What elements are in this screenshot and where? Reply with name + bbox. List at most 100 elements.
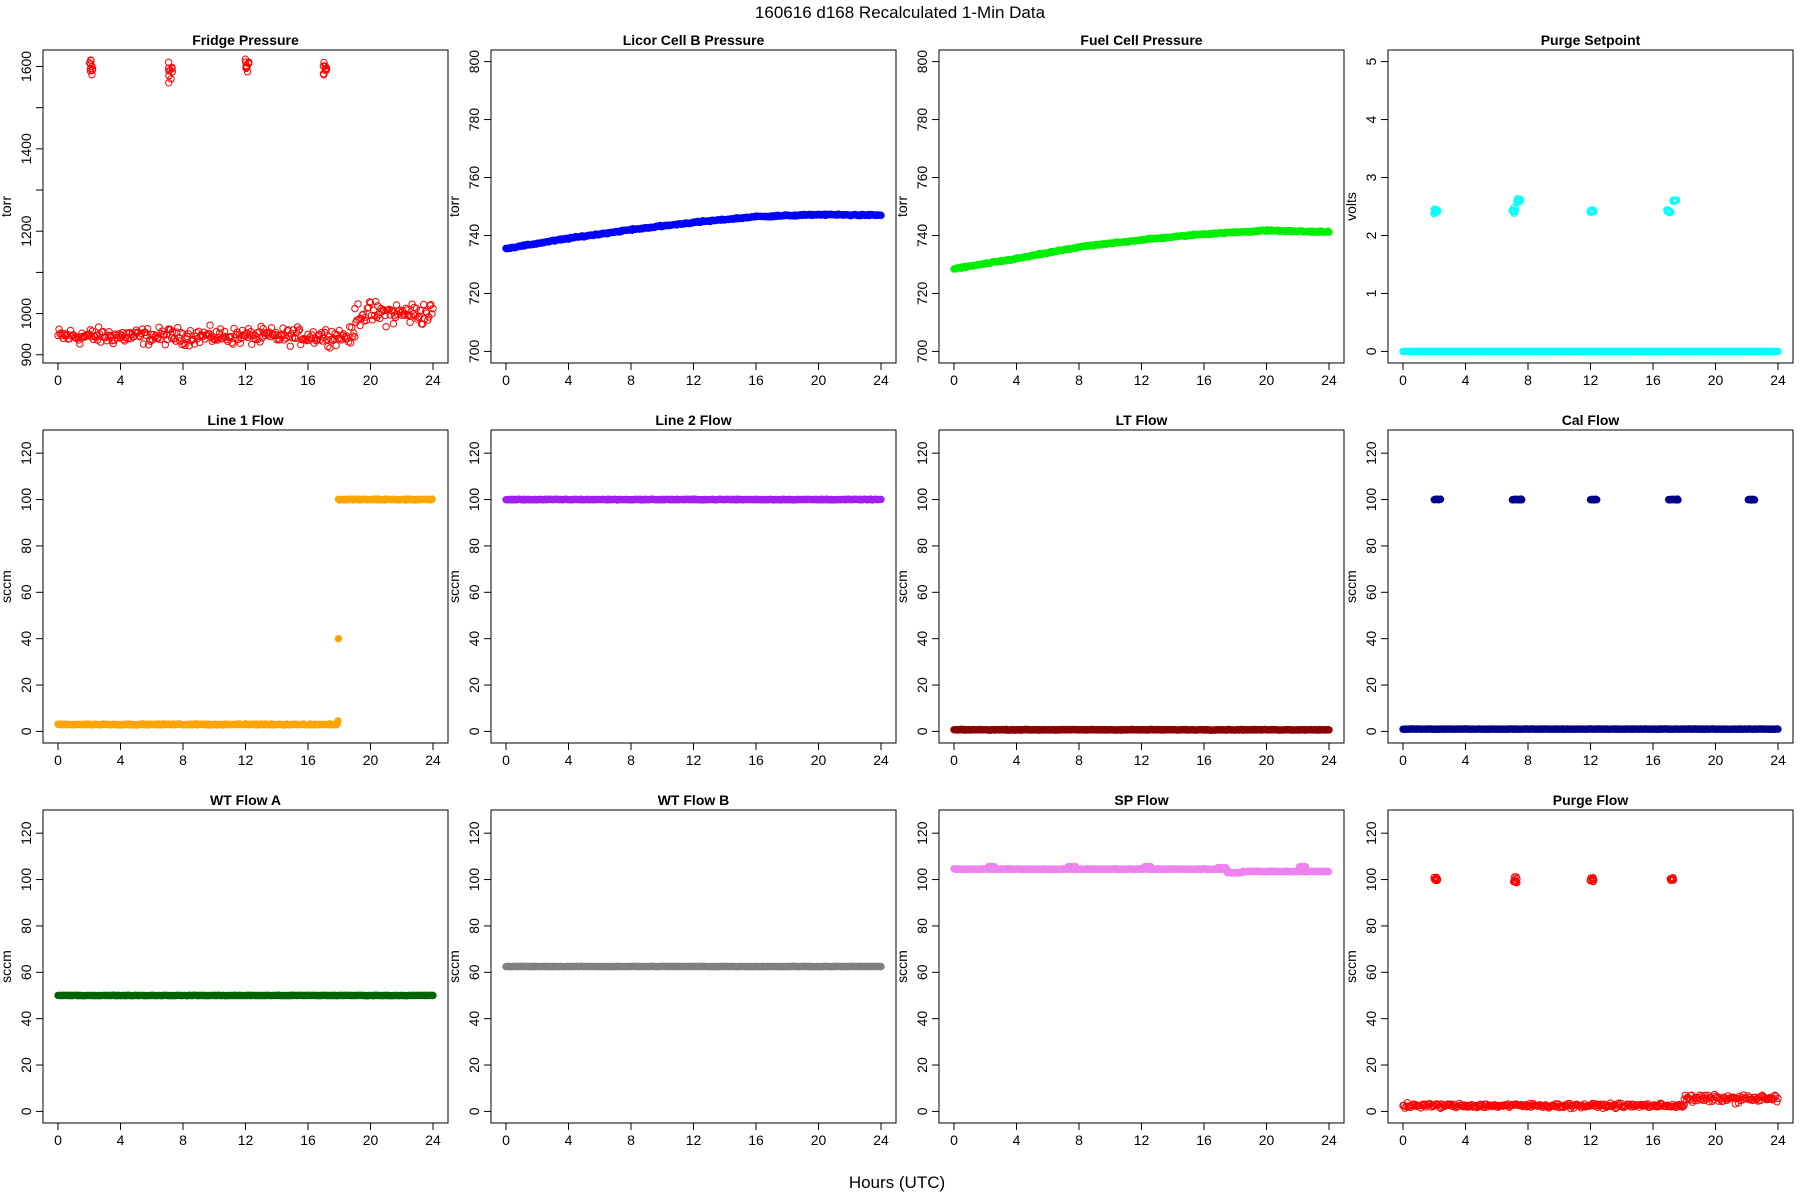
y-tick-label: 720 (466, 282, 482, 306)
panel-title: Line 2 Flow (655, 412, 731, 428)
plot-frame (938, 809, 1345, 1124)
y-tick-label: 720 (914, 282, 930, 306)
x-tick-label: 12 (1134, 1132, 1150, 1148)
data-point (181, 341, 189, 350)
y-tick-label: 40 (466, 1011, 482, 1027)
data-point (390, 311, 399, 320)
x-tick-label: 4 (1462, 752, 1470, 768)
x-tick-label: 24 (873, 1132, 889, 1148)
data-point (86, 326, 94, 334)
y-axis-label: sccm (894, 570, 910, 603)
x-tick-label: 0 (950, 752, 958, 768)
x-tick-label: 12 (686, 372, 702, 388)
y-tick-label: 100 (1363, 488, 1379, 512)
x-tick-label: 20 (1259, 1132, 1275, 1148)
panel-title: SP Flow (1114, 792, 1168, 808)
y-axis-label: torr (446, 196, 462, 217)
data-point (877, 211, 885, 220)
y-tick-label: 80 (1363, 918, 1379, 934)
data-point (1526, 1099, 1534, 1108)
y-tick-label: 0 (18, 1107, 34, 1115)
data-point (286, 342, 294, 350)
data-point (428, 495, 436, 503)
x-tick-label: 4 (1013, 1132, 1021, 1148)
x-tick-label: 24 (1770, 752, 1786, 768)
y-tick-label: 1000 (18, 298, 34, 329)
data-point (309, 328, 317, 336)
data-point (103, 337, 111, 345)
data-series (54, 991, 437, 1000)
x-tick-label: 0 (54, 752, 62, 768)
x-tick-label: 8 (627, 372, 635, 388)
data-point (1705, 1097, 1713, 1106)
data-point (354, 300, 362, 308)
x-tick-label: 20 (811, 752, 827, 768)
data-point (990, 863, 999, 871)
y-tick-label: 0 (466, 1107, 482, 1115)
data-point (406, 318, 414, 327)
data-point (1674, 496, 1682, 504)
data-point (403, 306, 411, 314)
data-point (1774, 1094, 1782, 1103)
x-tick-label: 16 (1645, 752, 1661, 768)
x-axis-label: Hours (UTC) (849, 1173, 945, 1192)
y-tick-label: 100 (1363, 868, 1379, 892)
data-point (1512, 1100, 1521, 1108)
y-tick-label: 40 (914, 1011, 930, 1027)
data-point (1447, 1100, 1455, 1108)
x-tick-label: 0 (502, 752, 510, 768)
x-tick-label: 0 (1399, 752, 1407, 768)
data-point (419, 300, 428, 309)
x-tick-label: 8 (1075, 1132, 1083, 1148)
data-point (877, 495, 885, 504)
x-tick-label: 24 (425, 752, 441, 768)
y-tick-label: 900 (18, 343, 34, 367)
data-point (1508, 206, 1516, 215)
x-tick-label: 8 (1524, 752, 1532, 768)
y-tick-label: 0 (914, 1107, 930, 1115)
panel-title: LT Flow (1116, 412, 1168, 428)
data-point (201, 335, 209, 343)
data-point (226, 333, 234, 342)
data-point (423, 309, 431, 317)
y-tick-label: 700 (466, 340, 482, 364)
data-point (356, 321, 364, 330)
y-axis-label: sccm (0, 950, 14, 983)
y-tick-label: 60 (466, 964, 482, 980)
data-point (190, 340, 199, 348)
x-tick-label: 20 (363, 752, 379, 768)
y-tick-label: 120 (18, 821, 34, 845)
x-tick-label: 20 (363, 1132, 379, 1148)
x-tick-label: 4 (117, 372, 125, 388)
y-axis-label: torr (0, 196, 14, 217)
panel-title: Fridge Pressure (192, 32, 299, 48)
x-tick-label: 8 (179, 752, 187, 768)
data-point (267, 324, 276, 332)
y-axis-label: sccm (894, 950, 910, 983)
x-tick-label: 20 (1259, 372, 1275, 388)
x-tick-label: 20 (1708, 1132, 1724, 1148)
y-tick-label: 80 (18, 538, 34, 554)
data-point (351, 333, 359, 341)
x-tick-label: 20 (1708, 372, 1724, 388)
data-point (366, 299, 375, 307)
data-point (1222, 864, 1230, 872)
data-point (88, 65, 97, 73)
data-point (88, 327, 97, 335)
plot-frame (938, 429, 1345, 744)
y-tick-label: 80 (466, 538, 482, 554)
data-point (1593, 496, 1601, 504)
data-point (1774, 725, 1782, 733)
y-tick-label: 700 (914, 340, 930, 364)
data-point (229, 340, 237, 348)
y-tick-label: 80 (18, 918, 34, 934)
y-tick-label: 100 (914, 868, 930, 892)
y-tick-label: 60 (18, 964, 34, 980)
y-tick-label: 60 (914, 584, 930, 600)
x-tick-label: 12 (238, 752, 254, 768)
data-point (332, 341, 340, 350)
